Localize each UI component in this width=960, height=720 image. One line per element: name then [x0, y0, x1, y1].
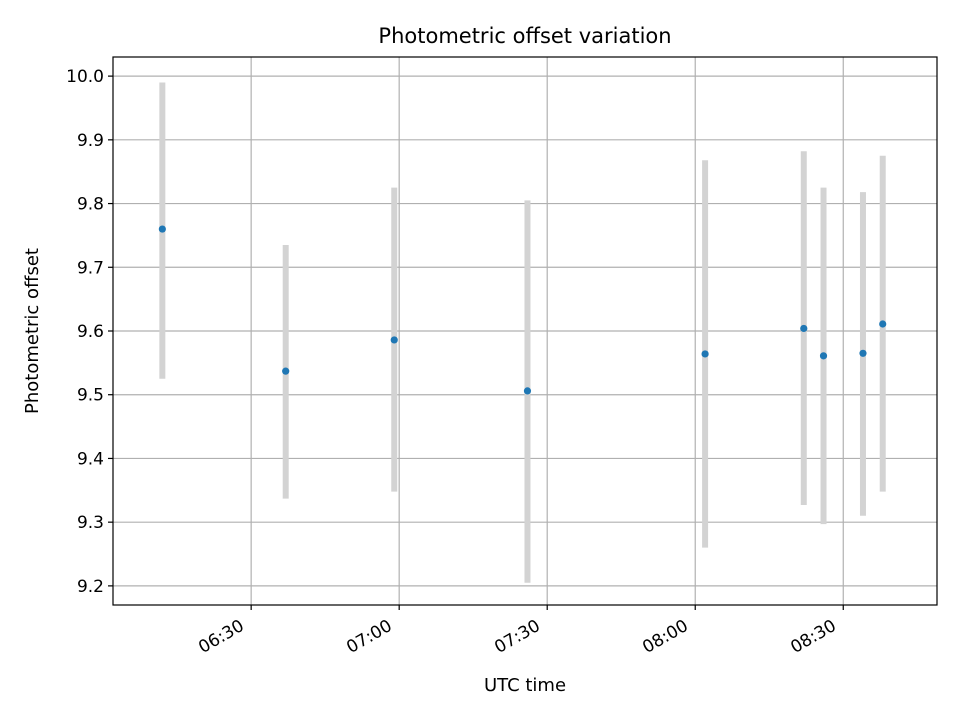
- data-point: [819, 352, 828, 360]
- data-points: [158, 225, 887, 395]
- x-tick-label: 07:30: [491, 616, 543, 658]
- data-point: [390, 336, 398, 344]
- chart-title: Photometric offset variation: [378, 24, 671, 48]
- y-tick-label: 10.0: [66, 67, 104, 87]
- error-bars: [159, 82, 886, 583]
- data-point: [523, 387, 532, 395]
- y-tick-label: 9.2: [77, 577, 104, 597]
- data-point: [701, 350, 709, 358]
- y-axis-ticks: 9.2 9.3 9.4 9.5 9.6 9.7 9.8 9.9 10.0: [66, 67, 113, 597]
- x-axis-ticks: 06:30 07:00 07:30 08:00 08:30: [195, 605, 844, 658]
- grid: [113, 57, 937, 605]
- data-point: [879, 320, 887, 328]
- data-point: [800, 324, 808, 333]
- x-tick-label: 08:00: [639, 616, 691, 658]
- y-tick-label: 9.8: [77, 195, 104, 215]
- data-point: [282, 367, 290, 375]
- x-tick-label: 08:30: [787, 616, 839, 658]
- x-tick-label: 07:00: [343, 616, 395, 658]
- y-axis-label: Photometric offset: [22, 248, 43, 414]
- data-point: [859, 349, 867, 357]
- y-tick-label: 9.4: [77, 449, 104, 469]
- y-tick-label: 9.7: [77, 258, 104, 278]
- data-point: [158, 225, 166, 233]
- y-tick-label: 9.3: [77, 513, 104, 533]
- y-tick-label: 9.5: [77, 386, 104, 406]
- y-tick-label: 9.9: [77, 131, 104, 151]
- x-axis-label: UTC time: [484, 675, 566, 696]
- y-tick-label: 9.6: [77, 322, 104, 342]
- x-tick-label: 06:30: [195, 616, 247, 658]
